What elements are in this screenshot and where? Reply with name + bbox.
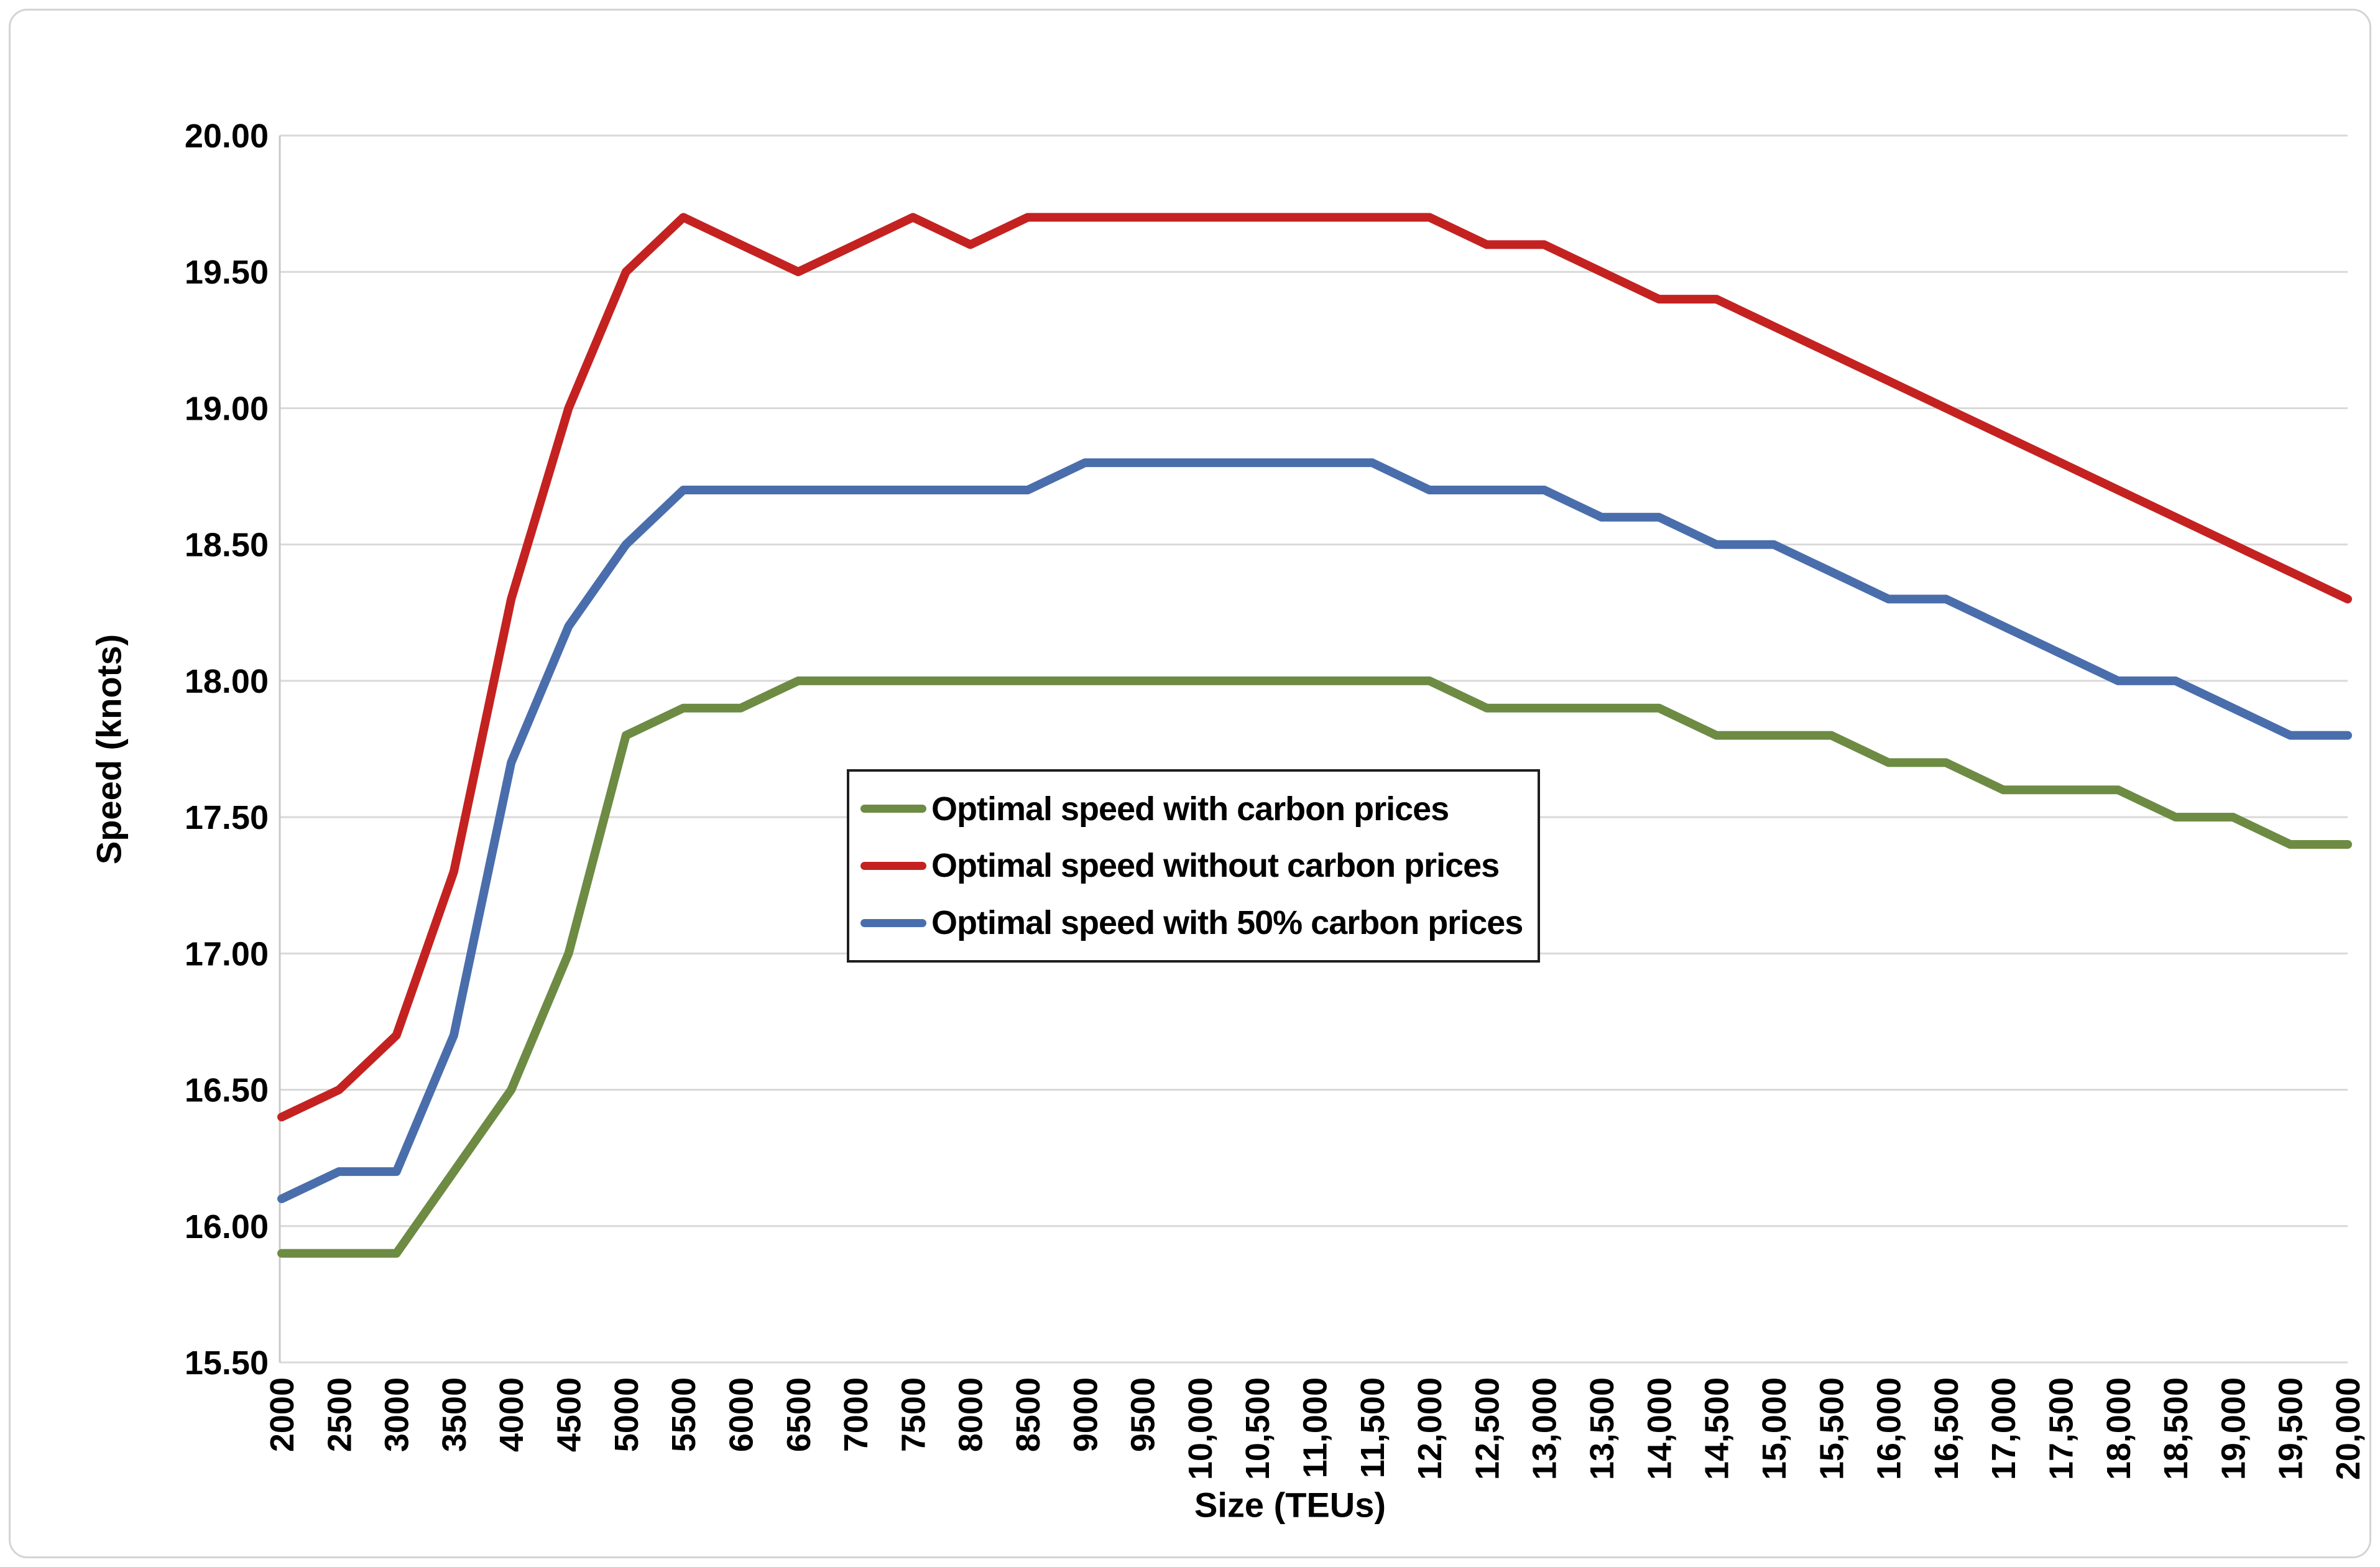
legend-item: Optimal speed with carbon prices — [860, 790, 1531, 828]
series-line-2 — [277, 458, 2352, 1203]
x-tick-label: 3500 — [436, 1377, 473, 1452]
x-tick-label: 5000 — [608, 1377, 645, 1452]
y-tick-label: 17.50 — [185, 799, 269, 836]
x-tick-label: 6000 — [722, 1377, 760, 1452]
y-tick-label: 18.00 — [185, 663, 269, 700]
x-tick-label: 10,500 — [1239, 1377, 1276, 1480]
x-tick-label: 13,500 — [1584, 1377, 1621, 1480]
x-tick-label: 17,000 — [1985, 1377, 2023, 1480]
x-tick-label: 2000 — [264, 1377, 301, 1452]
x-tick-label: 9500 — [1125, 1377, 1162, 1452]
x-tick-label: 3000 — [379, 1377, 416, 1452]
legend-label: Optimal speed with carbon prices — [931, 790, 1449, 828]
legend-item: Optimal speed without carbon prices — [860, 846, 1531, 885]
x-tick-label: 2500 — [321, 1377, 358, 1452]
legend-label: Optimal speed without carbon prices — [931, 847, 1500, 885]
x-tick-label: 17,500 — [2042, 1377, 2080, 1480]
x-tick-label: 10,000 — [1182, 1377, 1219, 1480]
x-tick-label: 7500 — [895, 1377, 932, 1452]
x-tick-label: 9000 — [1067, 1377, 1104, 1452]
y-tick-label: 15.50 — [185, 1344, 269, 1382]
x-tick-label: 15,500 — [1813, 1377, 1850, 1480]
series-line-0 — [277, 676, 2352, 1258]
x-tick-label: 7000 — [837, 1377, 875, 1452]
series-line-1 — [277, 213, 2352, 1122]
x-tick-label: 12,500 — [1469, 1377, 1506, 1480]
x-tick-label: 11,000 — [1297, 1377, 1334, 1478]
x-tick-label: 4000 — [493, 1377, 530, 1452]
x-tick-label: 4500 — [551, 1377, 588, 1452]
x-tick-label: 16,500 — [1928, 1377, 1965, 1480]
x-tick-label: 12,000 — [1411, 1377, 1449, 1480]
x-axis-title: Size (TEUs) — [1194, 1485, 1386, 1525]
x-tick-label: 16,000 — [1871, 1377, 1908, 1480]
x-tick-label: 8000 — [952, 1377, 990, 1452]
x-tick-label: 20,000 — [2330, 1377, 2367, 1480]
x-tick-label: 18,500 — [2157, 1377, 2195, 1480]
legend-line-swatch-blue — [860, 918, 926, 927]
x-tick-label: 19,500 — [2272, 1377, 2310, 1480]
x-tick-label: 18,000 — [2100, 1377, 2138, 1480]
x-tick-label: 15,000 — [1756, 1377, 1793, 1480]
x-tick-label: 14,500 — [1699, 1377, 1736, 1480]
x-tick-label: 14,000 — [1641, 1377, 1678, 1480]
x-tick-label: 11,500 — [1354, 1377, 1391, 1478]
y-axis-title: Speed (knots) — [89, 634, 129, 865]
y-tick-label: 19.50 — [185, 254, 269, 291]
legend-line-swatch-green — [860, 805, 926, 813]
legend: Optimal speed with carbon prices Optimal… — [847, 769, 1540, 963]
x-tick-label: 19,000 — [2215, 1377, 2252, 1480]
x-tick-label: 6500 — [780, 1377, 818, 1452]
legend-line-swatch-red — [860, 861, 926, 870]
x-tick-label: 5500 — [665, 1377, 703, 1452]
legend-item: Optimal speed with 50% carbon prices — [860, 904, 1531, 942]
y-tick-label: 16.50 — [185, 1072, 269, 1109]
y-tick-label: 17.00 — [185, 935, 269, 973]
y-tick-label: 16.00 — [185, 1208, 269, 1246]
y-tick-label: 20.00 — [185, 118, 269, 155]
legend-label: Optimal speed with 50% carbon prices — [931, 904, 1523, 942]
y-tick-label: 19.00 — [185, 390, 269, 427]
y-tick-label: 18.50 — [185, 527, 269, 564]
x-tick-label: 13,000 — [1526, 1377, 1564, 1480]
x-tick-label: 8500 — [1010, 1377, 1047, 1452]
